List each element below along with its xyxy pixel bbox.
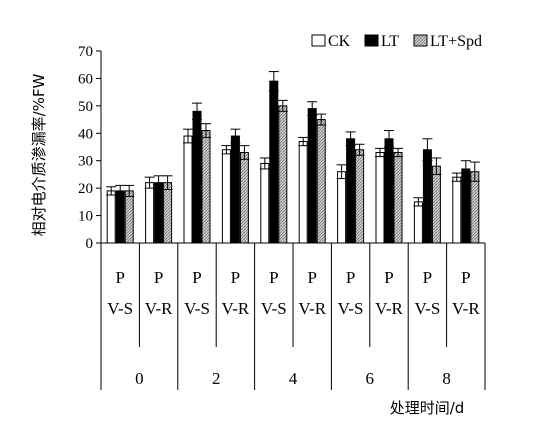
- y-tick-label: 60: [78, 71, 93, 87]
- subgroup-label: P: [192, 268, 201, 287]
- group-label: 0: [135, 369, 144, 388]
- legend-swatch-lt: [364, 34, 379, 47]
- y-tick-label: 50: [78, 99, 93, 115]
- group-label: 6: [366, 369, 375, 388]
- subgroup-label: P: [307, 268, 316, 287]
- subgroup-label: V-R: [145, 299, 173, 318]
- subgroup-label: V-S: [107, 299, 133, 318]
- bar-lt-spd: [355, 149, 365, 244]
- bar-ck: [106, 190, 116, 244]
- subgroup-label: P: [384, 268, 393, 287]
- bar-lt-spd: [278, 105, 288, 244]
- bar-lt: [307, 108, 317, 244]
- subgroup-label: P: [346, 268, 355, 287]
- subgroup-label: P: [231, 268, 240, 287]
- subgroup-label: V-S: [184, 299, 210, 318]
- subgroup-label: V-S: [261, 299, 287, 318]
- legend: CK LT LT+Spd: [311, 33, 482, 50]
- bar-lt-spd: [124, 190, 134, 244]
- bar-lt: [461, 168, 471, 244]
- bar-lt: [384, 138, 394, 244]
- y-tick-label: 10: [78, 209, 93, 225]
- bar-ck: [183, 135, 193, 244]
- bar-ck: [260, 162, 270, 244]
- subgroup-label: V-R: [375, 299, 403, 318]
- bar-lt-spd: [431, 165, 441, 244]
- legend-label-lt: LT: [381, 33, 399, 50]
- bar-lt-spd: [239, 151, 249, 244]
- y-tick-label: 0: [86, 236, 94, 252]
- bar-lt: [269, 80, 279, 244]
- bar-ck: [145, 182, 155, 244]
- bar-lt-spd: [393, 151, 403, 244]
- subgroup-label: P: [461, 268, 470, 287]
- y-tick-label: 40: [78, 126, 93, 142]
- category-axis: P V-S P V-R P V-S P V-R P V-S P V-R P V-S P V-R P V-S P V-R…: [100, 243, 486, 390]
- x-axis-label: 处理时间/d: [390, 399, 465, 417]
- bar-lt: [230, 135, 240, 244]
- subgroup-label: V-R: [452, 299, 480, 318]
- bar-ck: [337, 171, 347, 244]
- bar-lt-spd: [201, 130, 211, 244]
- group-label: 2: [212, 369, 221, 388]
- bar-lt: [422, 149, 432, 244]
- bar-lt: [154, 182, 164, 244]
- bar-ck: [298, 141, 308, 244]
- subgroup-label: V-R: [222, 299, 250, 318]
- y-axis-label: 相对电介质渗漏率/%FW: [30, 73, 48, 236]
- legend-swatch-lt-spd: [413, 34, 428, 47]
- plot-area: 0 10 20 30 40 50 60 70: [78, 44, 485, 252]
- bar-ck: [221, 149, 231, 244]
- y-tick-label: 20: [78, 181, 93, 197]
- bar-lt-spd: [470, 171, 480, 244]
- bar-lt: [346, 138, 356, 244]
- subgroup-label: V-S: [338, 299, 364, 318]
- legend-label-lt-spd: LT+Spd: [430, 33, 482, 50]
- subgroup-label: V-R: [298, 299, 326, 318]
- subgroup-label: P: [154, 268, 163, 287]
- y-tick-label: 30: [78, 154, 93, 170]
- subgroup-label: P: [423, 268, 432, 287]
- bar-ck: [375, 151, 385, 244]
- subgroup-label: V-S: [414, 299, 440, 318]
- bar-lt: [192, 110, 202, 244]
- group-label: 4: [289, 369, 298, 388]
- bar-lt-spd: [316, 119, 326, 244]
- subgroup-label: P: [115, 268, 124, 287]
- subgroup-label: P: [269, 268, 278, 287]
- y-tick-label: 70: [78, 44, 93, 60]
- legend-swatch-ck: [311, 34, 326, 47]
- legend-label-ck: CK: [328, 33, 351, 50]
- bar-lt: [115, 190, 125, 244]
- bar-lt-spd: [163, 182, 173, 244]
- bar-ck: [413, 201, 423, 244]
- group-label: 8: [442, 369, 451, 388]
- bar-ck: [452, 176, 462, 244]
